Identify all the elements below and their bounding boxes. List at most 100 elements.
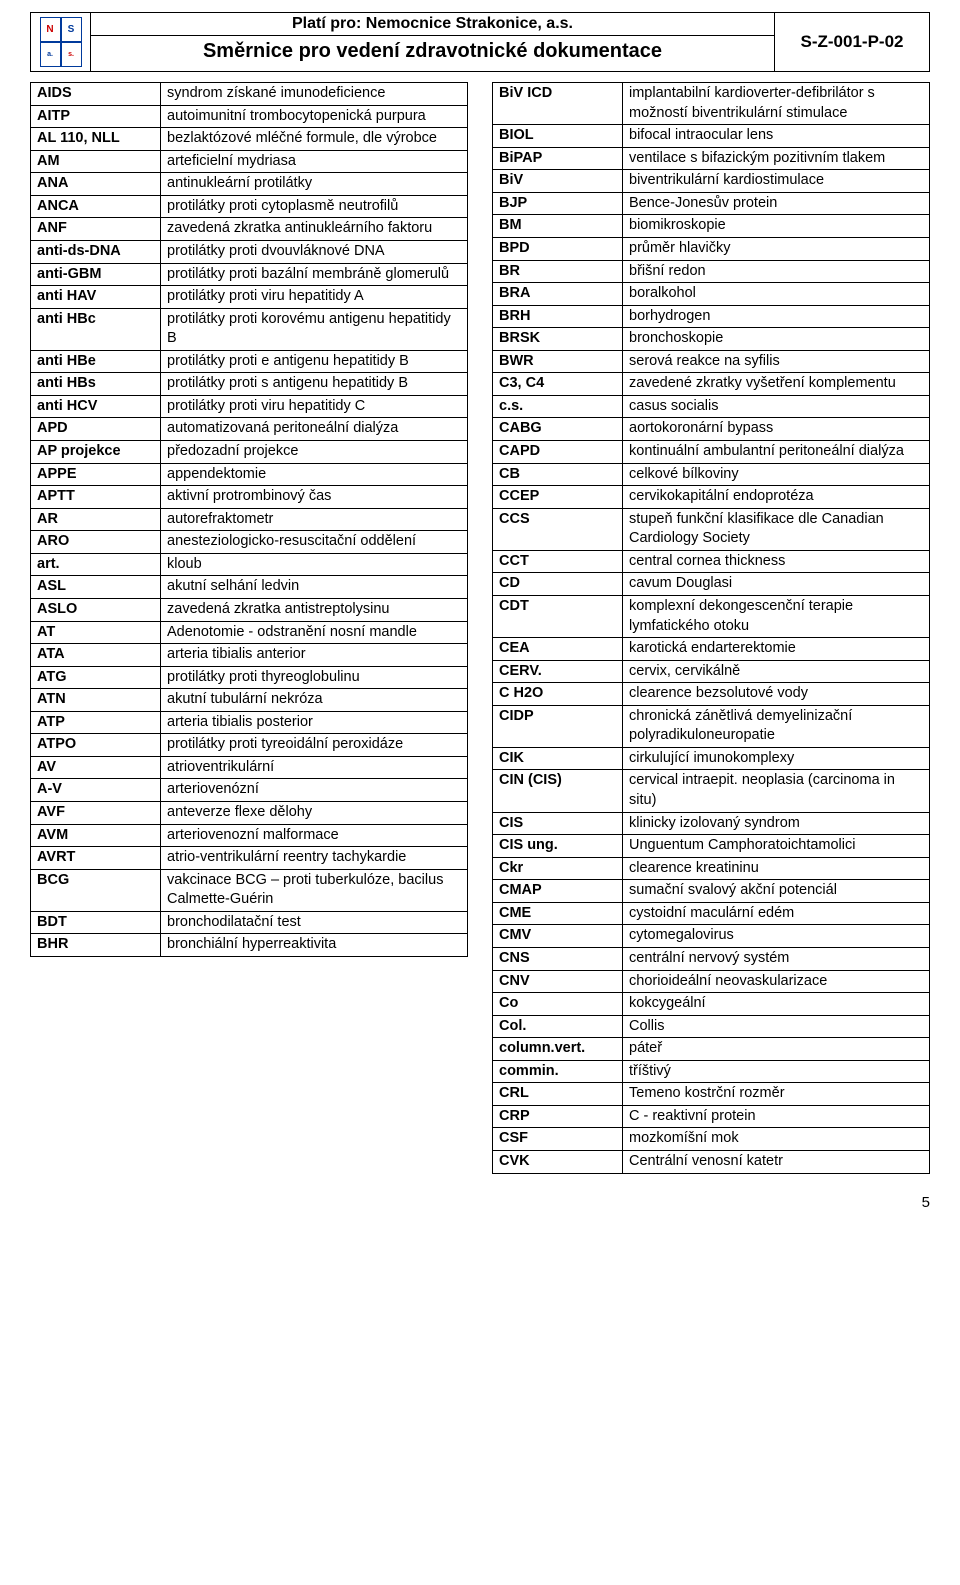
table-row: anti-ds-DNAprotilátky proti dvouvláknové… <box>31 240 468 263</box>
abbr-value: automatizovaná peritoneální dialýza <box>161 418 468 441</box>
table-row: c.s.casus socialis <box>493 395 930 418</box>
abbr-value: cytomegalovirus <box>623 925 930 948</box>
abbr-value: cervikokapitální endoprotéza <box>623 486 930 509</box>
abbr-key: BiPAP <box>493 147 623 170</box>
table-row: CIDPchronická zánětlivá demyelinizační p… <box>493 705 930 747</box>
table-row: AVFanteverze flexe dělohy <box>31 802 468 825</box>
table-row: BiVbiventrikulární kardiostimulace <box>493 170 930 193</box>
abbr-key: BRSK <box>493 328 623 351</box>
abbr-key: anti HCV <box>31 395 161 418</box>
abbr-key: BDT <box>31 911 161 934</box>
table-row: CMAPsumační svalový akční potenciál <box>493 880 930 903</box>
table-row: BRHborhydrogen <box>493 305 930 328</box>
table-row: BiPAPventilace s bifazickým pozitivním t… <box>493 147 930 170</box>
abbr-key: ATG <box>31 666 161 689</box>
abbr-key: C H2O <box>493 683 623 706</box>
abbr-key: CSF <box>493 1128 623 1151</box>
abbr-key: CRL <box>493 1083 623 1106</box>
logo-letter-s: S <box>61 17 82 42</box>
table-row: CIN (CIS)cervical intraepit. neoplasia (… <box>493 770 930 812</box>
abbr-value: serová reakce na syfilis <box>623 350 930 373</box>
document-header: N S a. s. Platí pro: Nemocnice Strakonic… <box>30 12 930 72</box>
table-row: Ckrclearence kreatininu <box>493 857 930 880</box>
abbr-key: CMAP <box>493 880 623 903</box>
abbr-value: zavedená zkratka antinukleárního faktoru <box>161 218 468 241</box>
abbr-value: cirkulující imunokomplexy <box>623 747 930 770</box>
abbr-key: CVK <box>493 1151 623 1174</box>
abbr-key: CMV <box>493 925 623 948</box>
table-row: BDTbronchodilatační test <box>31 911 468 934</box>
logo-cell: N S a. s. <box>30 12 90 72</box>
abbr-value: implantabilní kardioverter-defibrilátor … <box>623 83 930 125</box>
abbr-value: protilátky proti cytoplasmě neutrofilů <box>161 195 468 218</box>
table-row: AVRTatrio-ventrikulární reentry tachykar… <box>31 847 468 870</box>
abbr-value: zavedené zkratky vyšetření komplementu <box>623 373 930 396</box>
table-row: BWRserová reakce na syfilis <box>493 350 930 373</box>
table-row: anti HCVprotilátky proti viru hepatitidy… <box>31 395 468 418</box>
abbr-value: chronická zánětlivá demyelinizační polyr… <box>623 705 930 747</box>
table-row: anti HBsprotilátky proti s antigenu hepa… <box>31 373 468 396</box>
table-row: CIS ung.Unguentum Camphoratoichtamolici <box>493 835 930 858</box>
table-row: C H2Oclearence bezsolutové vody <box>493 683 930 706</box>
abbr-key: APD <box>31 418 161 441</box>
abbreviation-table-right: BiV ICDimplantabilní kardioverter-defibr… <box>492 82 930 1174</box>
abbr-key: anti HBe <box>31 350 161 373</box>
abbr-value: tříštivý <box>623 1060 930 1083</box>
abbr-value: protilátky proti viru hepatitidy A <box>161 286 468 309</box>
abbr-value: protilátky proti bazální membráně glomer… <box>161 263 468 286</box>
table-row: ATAarteria tibialis anterior <box>31 644 468 667</box>
table-row: AP projekcepředozadní projekce <box>31 441 468 464</box>
table-row: Cokokcygeální <box>493 993 930 1016</box>
abbr-value: kontinuální ambulantní peritoneální dial… <box>623 441 930 464</box>
abbr-key: ARO <box>31 531 161 554</box>
table-row: anti HBcprotilátky proti korovému antige… <box>31 308 468 350</box>
abbr-value: centrální nervový systém <box>623 947 930 970</box>
abbr-value: aortokoronární bypass <box>623 418 930 441</box>
abbr-value: autorefraktometr <box>161 508 468 531</box>
abbr-value: anesteziologicko-resuscitační oddělení <box>161 531 468 554</box>
abbr-key: commin. <box>493 1060 623 1083</box>
abbr-key: CIDP <box>493 705 623 747</box>
abbr-value: syndrom získané imunodeficience <box>161 83 468 106</box>
abbr-value: akutní selhání ledvin <box>161 576 468 599</box>
abbr-key: AL 110, NLL <box>31 128 161 151</box>
abbr-key: BiV ICD <box>493 83 623 125</box>
abbr-value: cervical intraepit. neoplasia (carcinoma… <box>623 770 930 812</box>
table-row: BJPBence-Jonesův protein <box>493 192 930 215</box>
abbr-value: biomikroskopie <box>623 215 930 238</box>
table-row: CSFmozkomíšní mok <box>493 1128 930 1151</box>
abbr-value: arteriovenozní malformace <box>161 824 468 847</box>
abbr-value: protilátky proti e antigenu hepatitidy B <box>161 350 468 373</box>
abbr-value: bezlaktózové mléčné formule, dle výrobce <box>161 128 468 151</box>
logo-letter-a: a. <box>40 42 61 67</box>
abbr-key: BRA <box>493 283 623 306</box>
abbr-value: antinukleární protilátky <box>161 173 468 196</box>
table-row: A-Varteriovenózní <box>31 779 468 802</box>
table-row: ARautorefraktometr <box>31 508 468 531</box>
abbr-key: ANCA <box>31 195 161 218</box>
abbr-value: anteverze flexe dělohy <box>161 802 468 825</box>
table-row: anti-GBMprotilátky proti bazální membrán… <box>31 263 468 286</box>
page: N S a. s. Platí pro: Nemocnice Strakonic… <box>0 0 960 1231</box>
abbr-key: CAPD <box>493 441 623 464</box>
logo-letter-n: N <box>40 17 61 42</box>
abbr-key: column.vert. <box>493 1038 623 1061</box>
abbr-key: APTT <box>31 486 161 509</box>
table-row: commin.tříštivý <box>493 1060 930 1083</box>
abbr-value: protilátky proti s antigenu hepatitidy B <box>161 373 468 396</box>
table-row: CNVchorioideální neovaskularizace <box>493 970 930 993</box>
abbr-key: CIN (CIS) <box>493 770 623 812</box>
abbr-key: c.s. <box>493 395 623 418</box>
table-row: BiV ICDimplantabilní kardioverter-defibr… <box>493 83 930 125</box>
abbr-key: ATP <box>31 711 161 734</box>
abbr-key: BHR <box>31 934 161 957</box>
abbr-key: BPD <box>493 237 623 260</box>
table-row: CISklinicky izolovaný syndrom <box>493 812 930 835</box>
table-row: ATAdenotomie - odstranění nosní mandle <box>31 621 468 644</box>
logo-letter-s2: s. <box>61 42 82 67</box>
abbr-key: CIS ung. <box>493 835 623 858</box>
abbr-value: ventilace s bifazickým pozitivním tlakem <box>623 147 930 170</box>
abbr-key: CNV <box>493 970 623 993</box>
abbr-value: karotická endarterektomie <box>623 638 930 661</box>
table-row: anti HAVprotilátky proti viru hepatitidy… <box>31 286 468 309</box>
